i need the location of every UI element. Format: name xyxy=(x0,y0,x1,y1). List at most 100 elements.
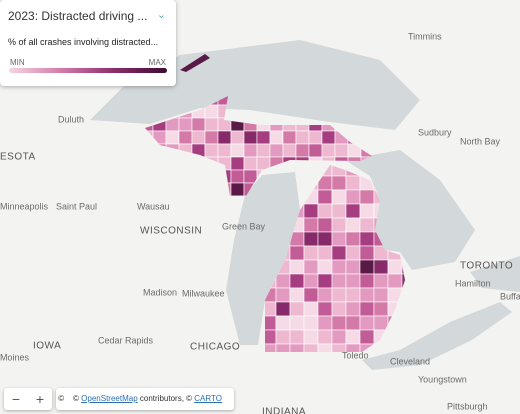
place-label: Wausau xyxy=(137,201,170,211)
county xyxy=(217,195,232,196)
county xyxy=(217,169,232,184)
county xyxy=(359,217,375,233)
county xyxy=(331,217,347,233)
county xyxy=(204,130,219,145)
county xyxy=(269,143,284,158)
place-label: Duluth xyxy=(58,114,84,124)
county xyxy=(331,231,347,247)
county xyxy=(178,195,193,196)
place-label: Hamilton xyxy=(455,278,491,288)
county xyxy=(345,287,361,303)
place-label: Green Bay xyxy=(222,221,266,231)
county xyxy=(303,259,319,275)
county xyxy=(204,182,219,196)
county xyxy=(191,143,206,158)
county xyxy=(191,117,206,132)
county xyxy=(359,203,375,219)
county xyxy=(152,130,167,145)
attr-prefix: © xyxy=(73,394,79,403)
county xyxy=(275,329,291,345)
county xyxy=(345,203,361,219)
county xyxy=(256,130,271,145)
county xyxy=(308,143,323,158)
county xyxy=(317,259,333,275)
county xyxy=(275,343,291,352)
county xyxy=(178,156,193,171)
county xyxy=(401,287,405,303)
county xyxy=(401,301,405,317)
county xyxy=(269,156,284,171)
county xyxy=(289,273,305,289)
county xyxy=(401,329,405,345)
zoom-controls: − + xyxy=(4,388,52,410)
county xyxy=(373,315,389,331)
county xyxy=(303,343,319,352)
county xyxy=(359,315,375,331)
county xyxy=(317,217,333,233)
osm-link[interactable]: OpenStreetMap xyxy=(81,394,138,403)
county xyxy=(289,245,305,261)
county xyxy=(178,169,193,184)
zoom-in[interactable]: + xyxy=(35,391,45,407)
county xyxy=(387,329,403,345)
county xyxy=(178,117,193,132)
county xyxy=(360,130,372,145)
carto-link[interactable]: CARTO xyxy=(194,394,222,403)
county xyxy=(282,117,297,132)
county xyxy=(387,273,403,289)
county xyxy=(145,130,154,145)
county xyxy=(265,315,277,331)
county xyxy=(331,315,347,331)
county xyxy=(317,203,333,219)
county xyxy=(289,259,305,275)
county xyxy=(289,287,305,303)
county xyxy=(289,329,305,345)
county xyxy=(303,175,319,191)
county xyxy=(243,156,258,171)
place-label: Toledo xyxy=(342,350,369,360)
county xyxy=(373,259,389,275)
county xyxy=(289,343,305,352)
county xyxy=(331,301,347,317)
county xyxy=(217,156,232,171)
county xyxy=(359,189,375,205)
county xyxy=(230,117,245,132)
place-label: Minneapolis xyxy=(0,201,49,211)
county xyxy=(191,182,206,196)
county xyxy=(374,131,387,144)
county xyxy=(204,143,219,158)
county xyxy=(359,273,375,289)
county xyxy=(265,343,277,352)
county xyxy=(295,156,310,171)
county xyxy=(317,343,333,352)
place-label: Moines xyxy=(0,352,30,362)
county xyxy=(269,117,284,132)
county xyxy=(204,156,219,171)
legend-subtitle: % of all crashes involving distracted... xyxy=(8,37,159,47)
county xyxy=(282,156,297,171)
county xyxy=(347,143,362,158)
info-icon[interactable]: © xyxy=(58,394,65,403)
zoom-out[interactable]: − xyxy=(11,391,21,407)
county xyxy=(145,169,154,184)
county xyxy=(152,182,167,196)
county xyxy=(359,301,375,317)
county xyxy=(165,169,180,184)
place-label: CHICAGO xyxy=(190,342,240,353)
place-label: Pittsburgh xyxy=(447,401,488,411)
county xyxy=(295,143,310,158)
county xyxy=(295,130,310,145)
county xyxy=(345,315,361,331)
county xyxy=(230,156,245,171)
county xyxy=(331,203,347,219)
county xyxy=(165,117,180,132)
county xyxy=(373,287,389,303)
county xyxy=(152,156,167,171)
place-label: Cedar Rapids xyxy=(98,335,154,345)
county xyxy=(345,217,361,233)
county xyxy=(331,273,347,289)
county xyxy=(191,195,206,196)
collapse-toggle[interactable]: ⌄ xyxy=(156,9,166,21)
county xyxy=(165,130,180,145)
county xyxy=(269,130,284,145)
